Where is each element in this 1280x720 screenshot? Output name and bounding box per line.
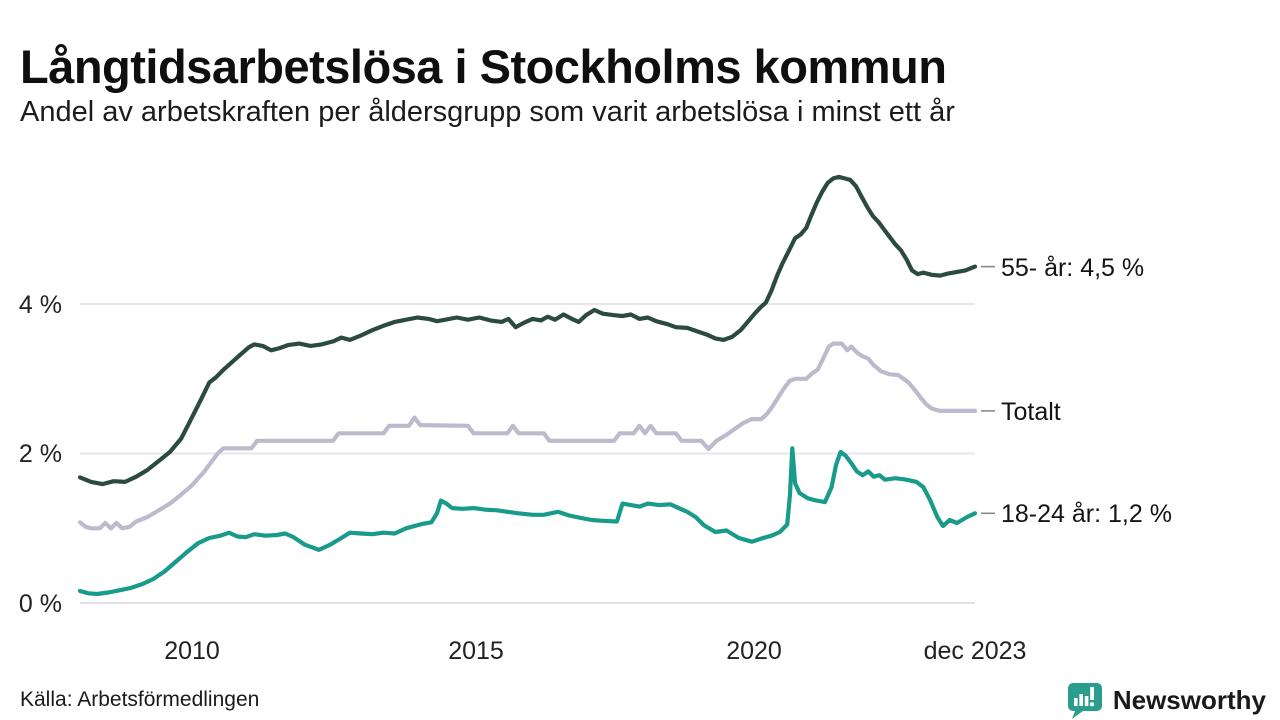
x-axis-tick-label: dec 2023 <box>924 637 1027 665</box>
x-axis: 2010 2015 2020 dec 2023 <box>164 637 1026 665</box>
series-end-labels: 55- år: 4,5 % Totalt 18-24 år: 1,2 % <box>1001 254 1172 528</box>
series-lines <box>77 174 995 597</box>
newsworthy-logo: Newsworthy <box>1064 680 1266 720</box>
page-title: Långtidsarbetslösa i Stockholms kommun <box>20 40 947 94</box>
bar-chart-speech-bubble-icon <box>1067 683 1102 719</box>
series-line-Totalt <box>77 341 978 531</box>
exclamation-dot <box>1090 702 1094 707</box>
bar-tall <box>1084 696 1089 706</box>
series-end-label-18-24: 18-24 år: 1,2 % <box>1001 500 1172 528</box>
y-axis-tick-label: 4 % <box>19 291 62 319</box>
y-axis: 0 % 2 % 4 % <box>19 291 62 618</box>
bar-small <box>1073 698 1078 706</box>
x-axis-tick-label: 2015 <box>448 637 504 665</box>
exclamation-bar <box>1090 687 1094 700</box>
gridlines <box>80 303 975 604</box>
series-end-label-55: 55- år: 4,5 % <box>1001 254 1144 282</box>
x-axis-tick-label: 2020 <box>726 637 782 665</box>
y-axis-tick-label: 2 % <box>19 440 62 468</box>
y-axis-tick-label: 0 % <box>19 590 62 618</box>
series-line-18-24 år <box>77 446 978 597</box>
series-line-55- år <box>77 174 978 487</box>
series-end-label-totalt: Totalt <box>1001 398 1061 426</box>
bar-medium <box>1079 694 1083 706</box>
x-axis-tick-label: 2010 <box>164 637 220 665</box>
chart-subtitle: Andel av arbetskraften per åldersgrupp s… <box>20 96 955 128</box>
source-note: Källa: Arbetsförmedlingen <box>20 688 260 711</box>
newsworthy-wordmark: Newsworthy <box>1112 684 1266 715</box>
